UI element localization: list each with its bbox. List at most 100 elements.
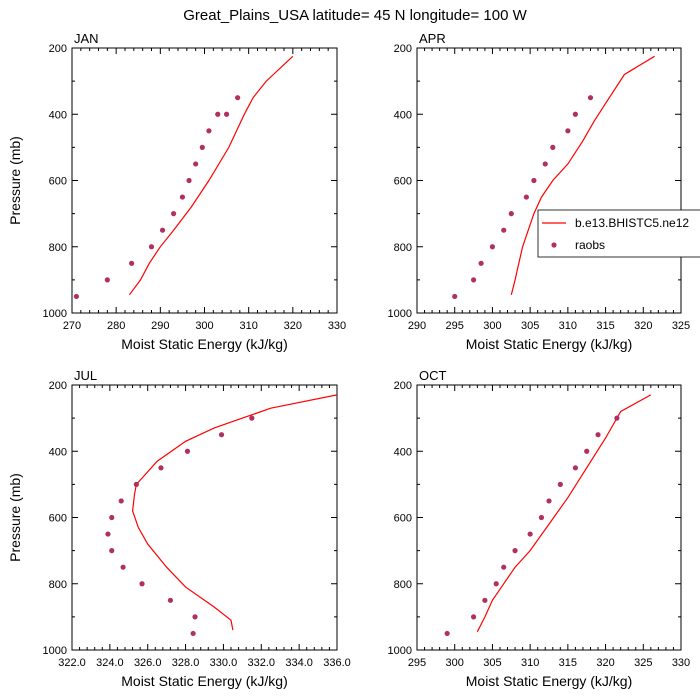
- x-axis-title: Moist Static Energy (kJ/kg): [466, 673, 633, 689]
- y-tick-label: 200: [49, 43, 67, 55]
- y-tick-label: 600: [49, 513, 67, 525]
- model-line-series: [476, 394, 652, 633]
- data-area-apr: [452, 55, 655, 300]
- raob-point: [133, 481, 139, 487]
- raob-point: [512, 548, 518, 554]
- raob-point: [470, 277, 477, 283]
- y-tick-label: 1000: [388, 645, 412, 657]
- y-tick-label: 200: [49, 380, 67, 392]
- raob-point: [546, 498, 552, 504]
- panel-label-oct: OCT: [419, 368, 447, 383]
- raob-point: [508, 211, 514, 217]
- raob-point: [184, 448, 191, 454]
- raob-point: [523, 194, 529, 200]
- data-area-jul: [105, 394, 337, 637]
- plot-frame-jan: [71, 47, 338, 314]
- x-tick-label: 322.0: [58, 657, 86, 669]
- raob-point: [120, 564, 126, 570]
- x-tick-label: 280: [107, 320, 125, 332]
- x-tick-label: 320: [596, 657, 614, 669]
- data-area-jan: [73, 55, 294, 300]
- raob-point: [159, 227, 166, 233]
- raob-point: [129, 260, 135, 266]
- raob-point: [527, 531, 533, 537]
- panel-label-jul: JUL: [74, 368, 97, 383]
- x-tick-label: 328.0: [172, 657, 200, 669]
- raob-point: [109, 514, 115, 521]
- raob-point: [501, 227, 507, 233]
- x-tick-label: 305: [483, 657, 501, 669]
- raob-point: [452, 293, 458, 300]
- raob-point: [199, 144, 205, 150]
- x-tick-label: 315: [596, 320, 614, 332]
- y-axis-title: Pressure (mb): [7, 136, 23, 225]
- x-tick-label: 330: [328, 320, 346, 332]
- raob-point: [565, 128, 571, 134]
- raob-point: [223, 111, 230, 117]
- raob-point: [489, 244, 496, 250]
- raob-point: [538, 514, 545, 521]
- y-axis-title: Pressure (mb): [7, 473, 23, 562]
- legend-marker-swatch: [551, 242, 557, 248]
- raob-point: [192, 614, 198, 620]
- panel-apr: APR 290 295 300 305 310 315 320 325 1000 800 600 400…: [388, 31, 691, 352]
- panel-label-apr: APR: [419, 31, 446, 46]
- x-tick-label: 310: [521, 657, 539, 669]
- data-area-oct: [444, 394, 652, 637]
- raob-point: [167, 597, 174, 603]
- x-tick-label: 336.0: [323, 657, 351, 669]
- y-tick-label: 200: [394, 380, 412, 392]
- x-tick-label: 330: [672, 657, 690, 669]
- panel-jul: JUL 322.0 324.0 326.0 328.0 330.0 332.0 334.0 33…: [7, 368, 351, 689]
- raob-point: [531, 177, 537, 184]
- plot-frame-oct: [416, 384, 682, 651]
- y-tick-label: 600: [49, 176, 67, 188]
- y-tick-label: 800: [49, 579, 67, 591]
- model-line-series: [510, 55, 655, 295]
- panel-jan: JAN 270 280 290 300 310 320 330 1000 800 600 400 200…: [7, 31, 346, 352]
- x-tick-label: 315: [559, 657, 577, 669]
- raob-point: [215, 111, 221, 117]
- y-tick-label: 1000: [43, 308, 67, 320]
- y-tick-label: 400: [49, 446, 67, 458]
- x-tick-label: 324.0: [96, 657, 124, 669]
- raob-point: [139, 581, 145, 587]
- y-tick-label: 1000: [43, 645, 67, 657]
- raob-point: [109, 548, 115, 554]
- raob-point: [444, 630, 450, 637]
- x-tick-label: 325: [634, 657, 652, 669]
- raob-point: [158, 465, 164, 471]
- y-tick-label: 800: [49, 242, 67, 254]
- x-tick-label: 320: [634, 320, 652, 332]
- x-tick-label: 334.0: [285, 657, 313, 669]
- x-tick-label: 290: [151, 320, 169, 332]
- x-tick-label: 270: [63, 320, 81, 332]
- raob-point: [249, 415, 255, 421]
- raob-point: [482, 597, 488, 603]
- raob-point: [148, 244, 155, 250]
- x-tick-label: 326.0: [134, 657, 162, 669]
- x-axis-title: Moist Static Energy (kJ/kg): [121, 673, 288, 689]
- figure-title: Great_Plains_USA latitude= 45 N longitud…: [183, 7, 527, 24]
- raob-point: [193, 161, 199, 167]
- raob-point: [104, 277, 110, 283]
- plot-frame-apr: [416, 47, 682, 314]
- x-tick-label: 330.0: [210, 657, 238, 669]
- panel-label-jan: JAN: [74, 31, 99, 46]
- raob-point: [73, 293, 80, 300]
- legend-box: [537, 209, 700, 258]
- raob-point: [186, 177, 192, 184]
- x-tick-label: 310: [239, 320, 257, 332]
- raob-point: [170, 211, 177, 217]
- raob-point: [557, 481, 563, 487]
- x-tick-label: 325: [672, 320, 690, 332]
- raob-point: [587, 95, 594, 101]
- raob-point: [542, 161, 548, 167]
- raob-point: [572, 465, 579, 471]
- x-tick-label: 300: [483, 320, 501, 332]
- raob-point: [550, 144, 556, 150]
- model-line-series: [128, 55, 294, 296]
- raob-point: [478, 260, 484, 266]
- y-tick-label: 400: [394, 109, 412, 121]
